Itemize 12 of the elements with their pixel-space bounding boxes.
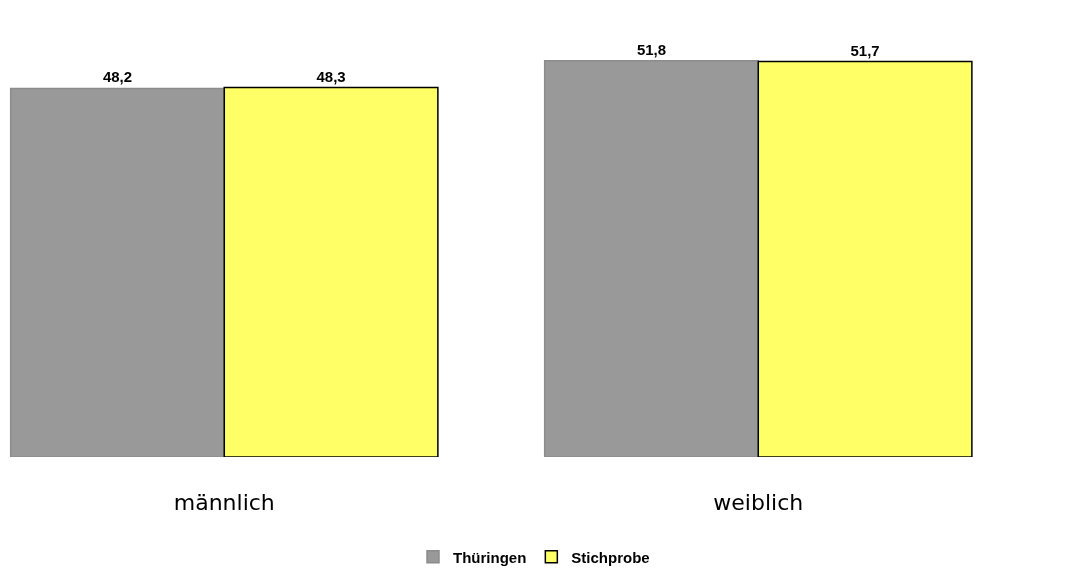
data-label: 51,8	[636, 40, 667, 58]
bar	[9, 87, 226, 457]
legend-label: Stichprobe	[571, 548, 650, 566]
x-tick-label: männlich	[173, 490, 275, 515]
data-label: 51,7	[850, 41, 880, 59]
bar	[757, 60, 973, 457]
data-label: 48,3	[316, 67, 346, 85]
bar	[543, 60, 760, 457]
bar	[223, 86, 439, 457]
legend-label: Thüringen	[453, 548, 527, 566]
x-tick-label: weiblich	[713, 490, 804, 515]
data-label: 48,2	[102, 68, 133, 86]
